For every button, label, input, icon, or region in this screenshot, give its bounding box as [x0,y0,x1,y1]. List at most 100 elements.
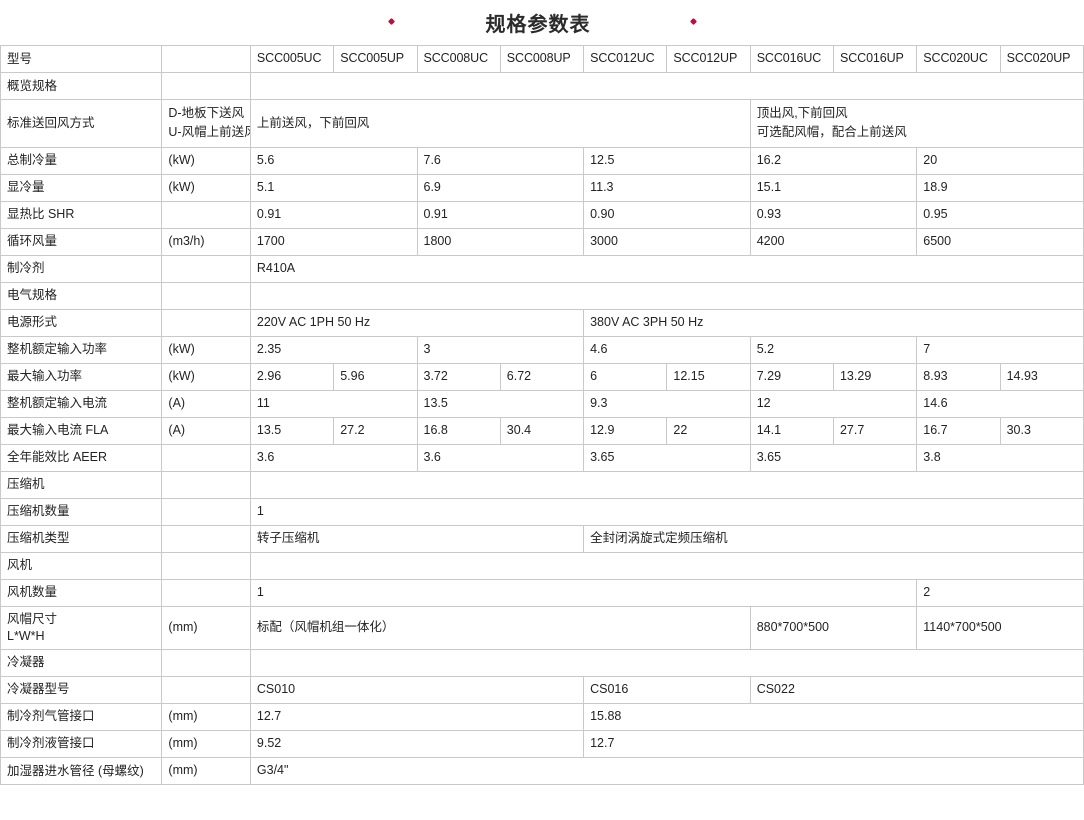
condenser-model-value-1: CS016 [583,675,751,704]
shr-value-0: 0.91 [249,200,418,229]
sensible-value-4: 18.9 [916,173,1084,202]
table-row-power-supply: 电源形式 220V AC 1PH 50 Hz 380V AC 3PH 50 Hz [0,308,1084,337]
max-current-value-1: 27.2 [333,416,418,445]
hood-value-1: 880*700*500 [749,605,918,650]
row-label-total-cooling: 总制冷量 [0,146,163,175]
row-unit-power-supply [161,308,251,337]
refrigerant-value: R410A [249,254,1084,283]
max-power-value-6: 7.29 [749,362,834,391]
row-unit-sensible: (kW) [161,173,251,202]
max-current-value-2: 16.8 [416,416,501,445]
max-current-value-9: 30.3 [999,416,1084,445]
row-label-refrigerant: 制冷剂 [0,254,163,283]
table-row-airflow: 标准送回风方式 D-地板下送风 U-风帽上前送风 上前送风，下前回风 顶出风,下… [0,99,1084,148]
hood-value-2: 1140*700*500 [916,605,1084,650]
row-label-max-current: 最大输入电流 FLA [0,416,163,445]
airflow-right-line1: 顶出风,下前回风 [756,106,848,120]
row-unit-max-current: (A) [161,416,251,445]
rated-current-value-4: 14.6 [916,389,1084,418]
table-row-total-cooling: 总制冷量 (kW) 5.6 7.6 12.5 16.2 20 [0,146,1084,175]
row-unit-air-volume: (m3/h) [161,227,251,256]
aeer-value-2: 3.65 [583,443,751,472]
row-unit-condenser-model [161,675,251,704]
section-body-condenser [249,648,1084,677]
air-volume-value-3: 4200 [749,227,918,256]
liquid-pipe-value-1: 12.7 [583,729,1084,758]
model-header-3: SCC008UP [499,45,585,73]
row-label-max-power: 最大输入功率 [0,362,163,391]
rated-power-value-3: 5.2 [749,335,918,364]
rated-current-value-1: 13.5 [416,389,585,418]
section-unit-compressor [161,470,251,499]
air-volume-value-4: 6500 [916,227,1084,256]
specification-table: 型号 SCC005UC SCC005UP SCC008UC SCC008UP S… [0,45,1084,785]
row-label-hood-size: 风帽尺寸 L*W*H [0,605,163,650]
title-inner: 规格参数表 [387,8,697,37]
table-row-max-current: 最大输入电流 FLA (A) 13.5 27.2 16.8 30.4 12.9 … [0,416,1084,445]
model-header-9: SCC020UP [999,45,1084,73]
row-label-aeer: 全年能效比 AEER [0,443,163,472]
airflow-value-left: 上前送风，下前回风 [249,99,751,148]
max-current-value-5: 22 [666,416,751,445]
table-row-aeer: 全年能效比 AEER 3.6 3.6 3.65 3.65 3.8 [0,443,1084,472]
gas-pipe-value-0: 12.7 [249,702,585,731]
humidifier-inlet-value: G3/4" [249,756,1084,785]
total-cooling-value-0: 5.6 [249,146,418,175]
model-header-7: SCC016UP [832,45,918,73]
max-power-value-4: 6 [583,362,668,391]
table-row-model: 型号 SCC005UC SCC005UP SCC008UC SCC008UP S… [0,45,1084,73]
table-row-sensible-cooling: 显冷量 (kW) 5.1 6.9 11.3 15.1 18.9 [0,173,1084,202]
section-header-overview: 概览规格 [0,72,163,100]
shr-value-3: 0.93 [749,200,918,229]
max-power-value-7: 13.29 [832,362,918,391]
max-current-value-7: 27.7 [832,416,918,445]
model-header-8: SCC020UC [916,45,1001,73]
row-label-sensible: 显冷量 [0,173,163,202]
row-label-airflow: 标准送回风方式 [0,99,163,148]
airflow-unit-line2: U-风帽上前送风 [168,125,251,140]
max-power-value-3: 6.72 [499,362,585,391]
row-unit-humidifier-inlet: (mm) [161,756,251,785]
max-power-value-5: 12.15 [666,362,751,391]
total-cooling-value-3: 16.2 [749,146,918,175]
sensible-value-2: 11.3 [583,173,751,202]
row-label-condenser-model: 冷凝器型号 [0,675,163,704]
row-label-gas-pipe: 制冷剂气管接口 [0,702,163,731]
air-volume-value-2: 3000 [583,227,751,256]
row-label-power-supply: 电源形式 [0,308,163,337]
compressor-type-right: 全封闭涡旋式定频压缩机 [583,524,1084,553]
max-current-value-4: 12.9 [583,416,668,445]
rated-power-value-1: 3 [416,335,585,364]
section-unit-overview [161,72,251,100]
model-header-0: SCC005UC [249,45,335,73]
section-header-compressor: 压缩机 [0,470,163,499]
hood-label-line1: 风帽尺寸 [7,611,58,626]
row-label-air-volume: 循环风量 [0,227,163,256]
model-header-6: SCC016UC [749,45,834,73]
row-unit-model [161,45,251,73]
air-volume-value-0: 1700 [249,227,418,256]
table-row-rated-power: 整机额定输入功率 (kW) 2.35 3 4.6 5.2 7 [0,335,1084,364]
row-label-humidifier-inlet: 加湿器进水管径 (母螺纹) [0,756,163,785]
row-unit-aeer [161,443,251,472]
compressor-qty-value: 1 [249,497,1084,526]
shr-value-4: 0.95 [916,200,1084,229]
table-row-compressor-qty: 压缩机数量 1 [0,497,1084,526]
condenser-model-value-2: CS022 [749,675,1084,704]
table-row-fan-qty: 风机数量 1 2 [0,578,1084,607]
row-label-compressor-qty: 压缩机数量 [0,497,163,526]
power-supply-right: 380V AC 3PH 50 Hz [583,308,1084,337]
row-unit-liquid-pipe: (mm) [161,729,251,758]
rated-power-value-2: 4.6 [583,335,751,364]
hood-value-0: 标配（风帽机组一体化） [249,605,751,650]
rated-current-value-0: 11 [249,389,418,418]
row-unit-hood-size: (mm) [161,605,251,650]
table-row-fan-section: 风机 [0,551,1084,580]
section-unit-electrical [161,281,251,310]
table-row-refrigerant: 制冷剂 R410A [0,254,1084,283]
table-row-hood-size: 风帽尺寸 L*W*H (mm) 标配（风帽机组一体化） 880*700*500 … [0,605,1084,650]
rated-current-value-3: 12 [749,389,918,418]
section-body-electrical [249,281,1084,310]
row-label-fan-qty: 风机数量 [0,578,163,607]
section-header-condenser: 冷凝器 [0,648,163,677]
